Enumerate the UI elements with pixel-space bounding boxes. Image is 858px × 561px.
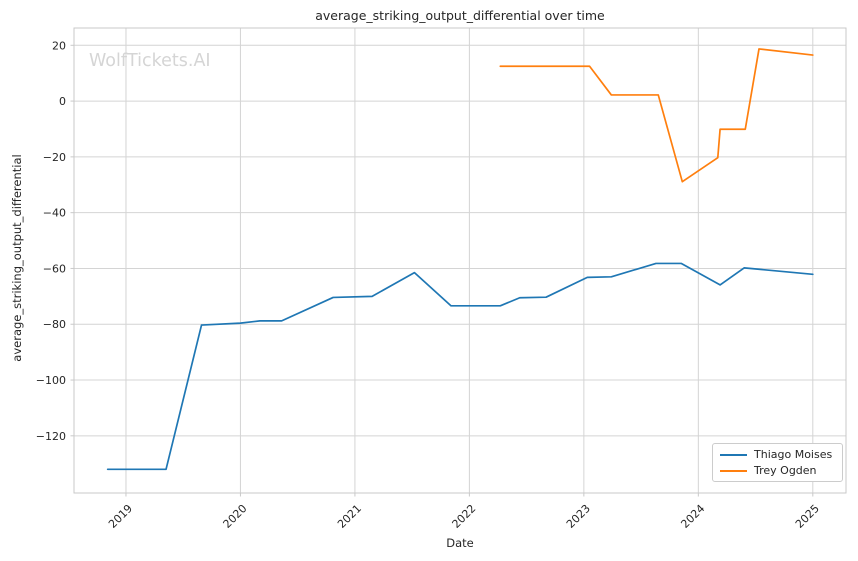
chart-title: average_striking_output_differential ove…	[315, 8, 605, 23]
y-tick-label: −20	[43, 151, 66, 164]
legend-line-sample-orange	[720, 469, 747, 472]
x-tick-label: 2024	[678, 502, 707, 531]
x-tick-label: 2022	[450, 502, 479, 531]
legend-item-trey-ogden: Trey Ogden	[720, 464, 835, 477]
x-tick-label: 2020	[221, 502, 250, 531]
y-tick-label: −120	[36, 430, 66, 443]
y-tick-label: −80	[43, 318, 66, 331]
y-tick-label: −60	[43, 262, 66, 275]
series-line-trey-ogden	[499, 48, 814, 183]
legend: Thiago Moises Trey Ogden	[712, 443, 843, 482]
plot-border	[73, 27, 847, 494]
legend-label-thiago-moises: Thiago Moises	[754, 448, 833, 461]
legend-item-thiago-moises: Thiago Moises	[720, 448, 835, 461]
series-line-thiago-moises	[106, 262, 814, 471]
y-tick-label: 0	[59, 95, 66, 108]
legend-label-trey-ogden: Trey Ogden	[754, 464, 817, 477]
x-axis-label: Date	[446, 536, 474, 550]
y-tick-label: 20	[52, 39, 66, 52]
y-tick-label: −40	[43, 207, 66, 220]
x-tick-label: 2025	[793, 502, 822, 531]
x-tick-label: 2023	[564, 502, 593, 531]
x-tick-label: 2019	[106, 502, 135, 531]
watermark: WolfTickets.AI	[89, 51, 211, 71]
y-tick-label: −100	[36, 374, 66, 387]
x-tick-label: 2021	[335, 502, 364, 531]
legend-line-sample-blue	[720, 453, 747, 456]
